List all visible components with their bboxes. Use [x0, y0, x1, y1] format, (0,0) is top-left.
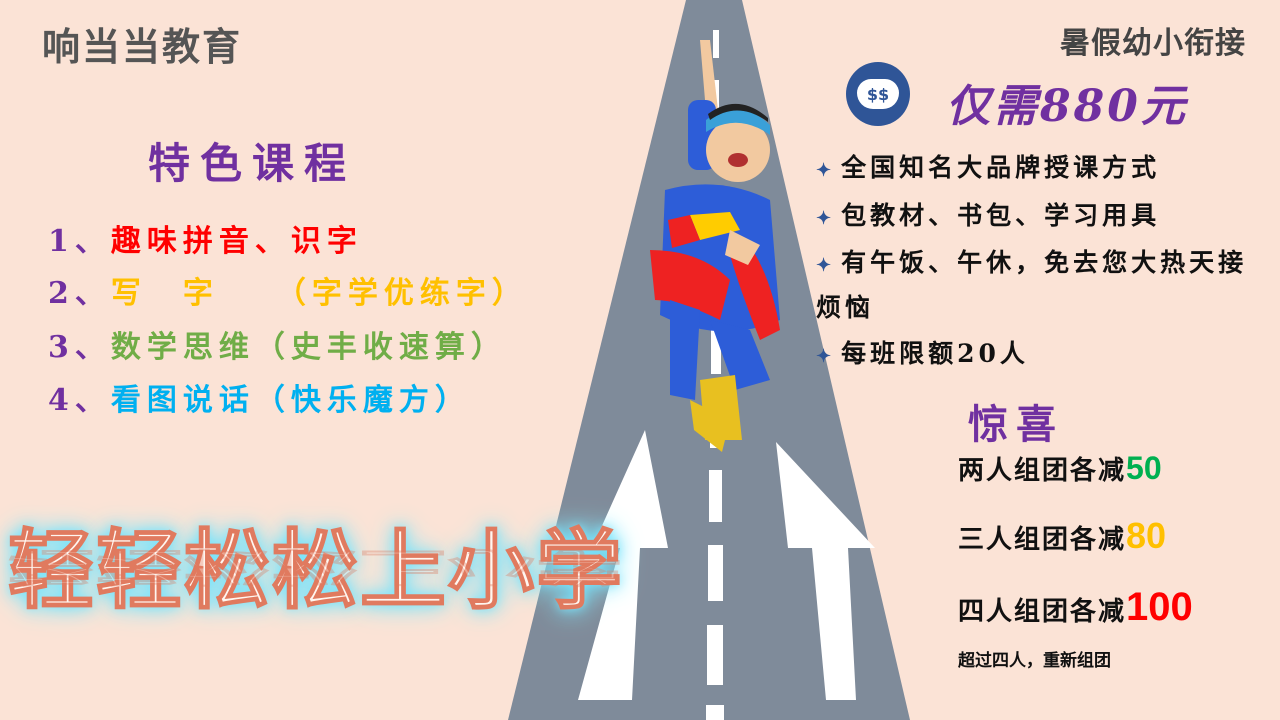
- price-text: 仅需880元: [946, 81, 1188, 132]
- program-title: 暑假幼小衔接: [1060, 26, 1246, 61]
- sparkle-icon: ✦: [816, 346, 836, 367]
- course-number: 3、: [48, 330, 111, 365]
- feature-item: ✦ 全国知名大品牌授课方式: [816, 148, 1160, 184]
- course-text: 看图说话（快乐魔方）: [110, 383, 471, 418]
- surprise-heading: 惊喜: [968, 401, 1064, 448]
- course-number: 4、: [48, 383, 111, 418]
- left-arrow: [578, 430, 668, 700]
- child-figure: [650, 40, 780, 452]
- course-number: 1、: [48, 224, 111, 259]
- deal-label: 四人组团各减: [958, 597, 1127, 627]
- course-text: 数学思维（史丰收速算）: [110, 330, 507, 365]
- group-deal-3: 三人组团各减80: [958, 515, 1166, 557]
- course-number: 2、: [48, 276, 111, 311]
- course-item-3: 3、数学思维（史丰收速算）: [48, 322, 507, 366]
- feature-text: 包教材、书包、学习用具: [841, 201, 1161, 230]
- deal-amount: 80: [1126, 515, 1167, 556]
- deal-amount: 100: [1126, 585, 1193, 629]
- sparkle-icon: ✦: [816, 255, 836, 276]
- money-bag-icon-label: $$: [857, 79, 899, 109]
- feature-text: 有午饭、午休，免去您大热天接: [841, 248, 1248, 277]
- group-deal-2: 两人组团各减50: [958, 450, 1162, 487]
- right-arrow: [776, 442, 875, 700]
- feature-item: ✦ 包教材、书包、学习用具: [816, 196, 1160, 232]
- group-deal-4: 四人组团各减100: [958, 585, 1193, 630]
- brand-title: 响当当教育: [42, 25, 243, 69]
- course-item-2: 2、写 字 （字学优练字）: [48, 268, 528, 312]
- sparkle-icon: ✦: [816, 160, 836, 181]
- feature-text: 全国知名大品牌授课方式: [841, 153, 1161, 182]
- slogan-text: 轻轻松松上小学: [7, 520, 624, 622]
- group-note: 超过四人，重新组团: [958, 651, 1111, 671]
- deal-amount: 50: [1126, 450, 1162, 486]
- course-text: 趣味拼音、识字: [110, 224, 363, 259]
- feature-text: 烦恼: [816, 293, 875, 322]
- course-text: 写 字 （字学优练字）: [110, 276, 528, 311]
- deal-label: 三人组团各减: [958, 525, 1127, 555]
- deal-label: 两人组团各减: [958, 456, 1127, 486]
- courses-heading: 特色课程: [148, 139, 357, 188]
- feature-text: 每班限额20人: [841, 339, 1029, 368]
- feature-item-continued: 烦恼: [816, 288, 874, 324]
- feature-item: ✦ 每班限额20人: [816, 334, 1029, 370]
- money-bag-icon: $$: [846, 62, 910, 126]
- sparkle-icon: ✦: [816, 208, 836, 229]
- course-item-1: 1、趣味拼音、识字: [48, 216, 363, 260]
- course-item-4: 4、看图说话（快乐魔方）: [48, 375, 471, 419]
- feature-item: ✦ 有午饭、午休，免去您大热天接: [816, 243, 1247, 279]
- slogan-reflection: 轻轻松松上小学: [7, 543, 624, 589]
